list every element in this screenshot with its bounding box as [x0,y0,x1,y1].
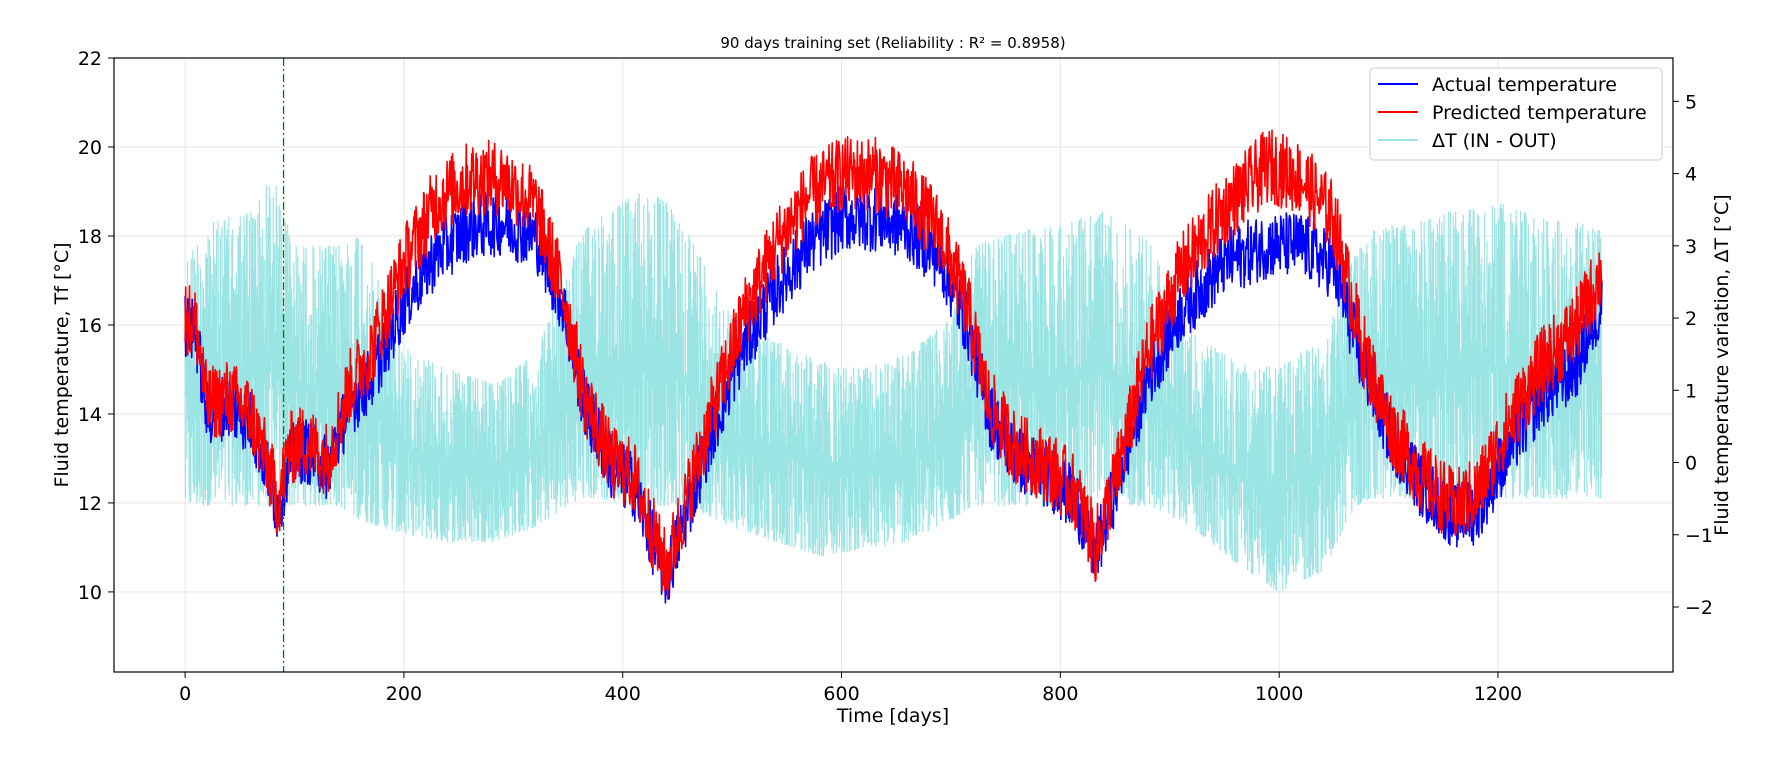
plot-frame [113,57,1674,673]
y-right-tick-label: 4 [1685,164,1697,186]
y-left-tick-label: 12 [78,493,102,515]
y-right-tick-label: 2 [1685,308,1697,330]
y-left-axis-label: Fluid temperature, Tf [°C] [51,242,73,487]
y-left-tick-label: 14 [78,404,102,426]
legend: Actual temperature Predicted temperature… [1369,67,1663,161]
y-left-tick-label: 20 [78,137,102,159]
legend-label-delta: ΔT (IN - OUT) [1432,130,1557,152]
series-predicted-temperature [184,129,1603,599]
legend-frame [1369,67,1663,161]
y-left-tick-label: 22 [78,48,102,70]
legend-label-predicted: Predicted temperature [1432,102,1647,124]
y-right-tick-label: 3 [1685,236,1697,258]
y-right-axis-label: Fluid temperature variation, ΔT [°C] [1711,194,1733,535]
x-tick-label: 200 [386,683,422,705]
y-left-tick-label: 18 [78,226,102,248]
x-axis-label: Time [days] [836,705,949,727]
axes: 0 200 400 600 800 1000 120010121416182022−2−10… [78,48,1713,705]
y-right-tick-label: 1 [1685,380,1697,402]
y-right-tick-label: −1 [1685,525,1713,547]
x-tick-label: 0 [179,683,191,705]
x-tick-label: 400 [605,683,641,705]
legend-label-actual: Actual temperature [1432,74,1617,96]
x-tick-label: 600 [823,683,859,705]
y-right-tick-label: 5 [1685,91,1697,113]
y-right-tick-label: 0 [1685,453,1697,475]
plot-area [184,58,1603,672]
y-left-tick-label: 16 [78,315,102,337]
chart-title: 90 days training set (Reliability : R² =… [720,34,1065,52]
x-tick-label: 1200 [1474,683,1522,705]
y-right-tick-label: −2 [1685,597,1713,619]
x-tick-label: 800 [1042,683,1078,705]
y-left-tick-label: 10 [78,582,102,604]
x-tick-label: 1000 [1255,683,1303,705]
